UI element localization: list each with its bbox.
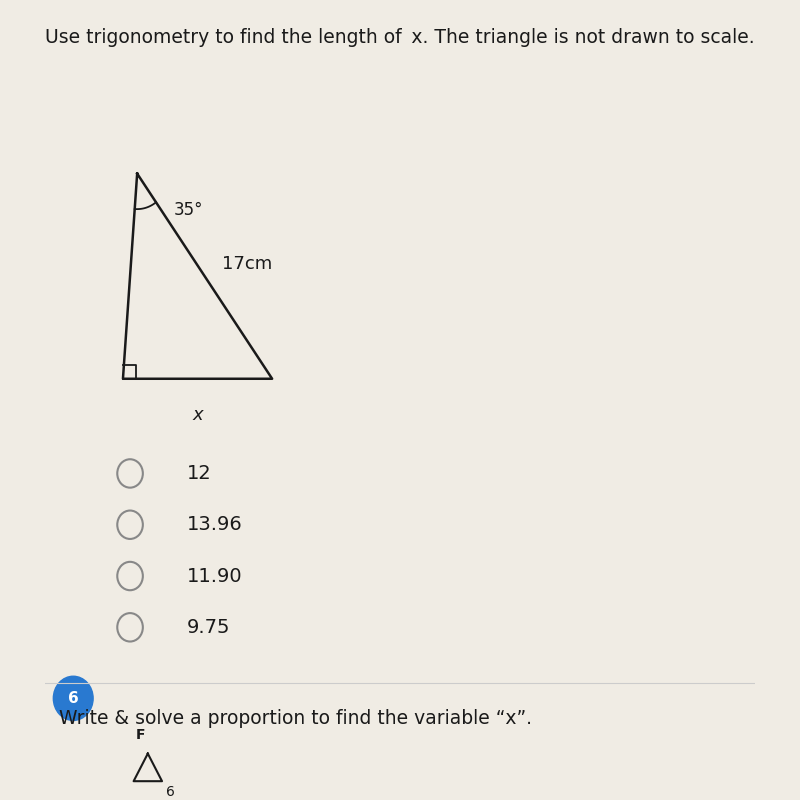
Text: x: x — [192, 406, 203, 424]
Text: 13.96: 13.96 — [187, 515, 242, 534]
Text: 35°: 35° — [174, 202, 204, 219]
Text: 11.90: 11.90 — [187, 566, 242, 586]
Text: Write & solve a proportion to find the variable “x”.: Write & solve a proportion to find the v… — [59, 709, 532, 727]
Text: 6: 6 — [68, 691, 78, 706]
Text: 6: 6 — [166, 785, 174, 799]
Text: 9.75: 9.75 — [187, 618, 230, 637]
Circle shape — [54, 676, 93, 721]
Text: 12: 12 — [187, 464, 212, 483]
Text: Use trigonometry to find the length of  x. The triangle is not drawn to scale.: Use trigonometry to find the length of x… — [45, 28, 755, 46]
Text: F: F — [136, 728, 146, 742]
Text: 17cm: 17cm — [222, 255, 273, 274]
